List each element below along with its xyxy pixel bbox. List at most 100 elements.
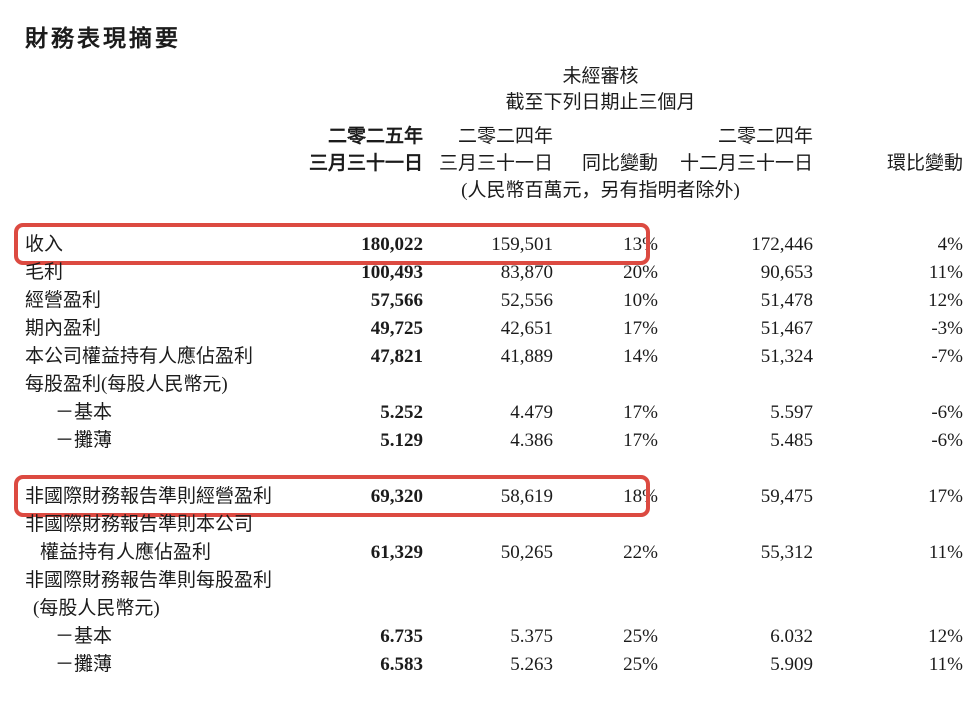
row-label: 經營盈利: [25, 290, 102, 311]
row-value-c4: 5.485: [770, 430, 813, 451]
row-value-c5: [813, 567, 963, 595]
column-header-yoy-change: 同比變動: [581, 153, 658, 174]
row-value-c4: [658, 511, 813, 539]
table-spacer-row: [25, 455, 963, 483]
row-value-c1: [295, 371, 423, 399]
row-label: 權益持有人應佔盈利: [40, 542, 212, 563]
row-value-c3: [553, 595, 658, 623]
table-superheader: 未經審核 截至下列日期止三個月: [398, 64, 803, 116]
row-value-c3: 17%: [623, 430, 658, 451]
column-header-2024-12-31: 二零二四年 十二月三十一日: [679, 126, 813, 174]
table-row: 非國際財務報告準則經營盈利 69,320 58,619 18% 59,475 17%: [14, 475, 963, 517]
table-row: (每股人民幣元): [25, 595, 963, 623]
column-header-label-spacer: [25, 123, 295, 177]
row-value-c3: 22%: [623, 542, 658, 563]
row-label: －基本: [55, 626, 113, 647]
row-value-c1: 100,493: [361, 262, 423, 283]
table-body: 收入 180,022 159,501 13% 172,446 4% 毛利 100,493 83,…: [14, 223, 963, 679]
row-value-c3: [553, 511, 658, 539]
row-label: 非國際財務報告準則本公司: [25, 514, 254, 535]
row-value-c5: 12%: [928, 290, 963, 311]
column-header-row: 二零二五年 三月三十一日 二零二四年 三月三十一日 同比變動 二零二四年 十二月…: [25, 123, 963, 177]
row-value-c3: 25%: [623, 626, 658, 647]
row-label: －基本: [55, 402, 113, 423]
row-value-c4: [658, 567, 813, 595]
row-value-c1: 6.735: [380, 626, 423, 647]
row-value-c2: 41,889: [500, 346, 553, 367]
row-value-c5: 11%: [928, 542, 963, 563]
table-row: －攤薄 6.583 5.263 25% 5.909 11%: [25, 651, 963, 679]
row-value-c1: 5.129: [380, 430, 423, 451]
row-value-c4: 90,653: [760, 262, 813, 283]
table-row: 收入 180,022 159,501 13% 172,446 4%: [14, 223, 963, 265]
row-value-c1: [295, 511, 423, 539]
row-value-c1: 5.252: [380, 402, 423, 423]
row-value-c2: [423, 371, 553, 399]
unaudited-label: 未經審核: [562, 66, 639, 87]
row-value-c2: [423, 511, 553, 539]
row-value-c5: -6%: [931, 402, 963, 423]
table-row: 本公司權益持有人應佔盈利 47,821 41,889 14% 51,324 -7%: [25, 343, 963, 371]
table-row: 權益持有人應佔盈利 61,329 50,265 22% 55,312 11%: [25, 539, 963, 567]
row-value-c5: [813, 595, 963, 623]
table-row: 期內盈利 49,725 42,651 17% 51,467 -3%: [25, 315, 963, 343]
row-label: －攤薄: [55, 430, 113, 451]
table-row: －基本 6.735 5.375 25% 6.032 12%: [25, 623, 963, 651]
row-value-c4: 51,467: [760, 318, 813, 339]
row-label: 收入: [25, 234, 64, 255]
row-value-c1: 61,329: [370, 542, 423, 563]
row-label: 本公司權益持有人應佔盈利: [25, 346, 254, 367]
row-value-c3: 20%: [623, 262, 658, 283]
row-value-c1: [295, 567, 423, 595]
period-label: 截至下列日期止三個月: [505, 92, 696, 113]
row-value-c1: 6.583: [380, 654, 423, 675]
row-value-c5: 17%: [928, 486, 963, 507]
row-value-c5: [813, 511, 963, 539]
row-value-c4: 55,312: [760, 542, 813, 563]
table-row: 每股盈利(每股人民幣元): [25, 371, 963, 399]
row-value-c3: 17%: [623, 402, 658, 423]
row-label: －攤薄: [55, 654, 113, 675]
row-value-c2: 83,870: [500, 262, 553, 283]
row-value-c1: 57,566: [370, 290, 423, 311]
row-value-c4: 6.032: [770, 626, 813, 647]
row-value-c2: 50,265: [500, 542, 553, 563]
row-label: 期內盈利: [25, 318, 102, 339]
row-value-c2: 5.263: [510, 654, 553, 675]
row-value-c3: [553, 371, 658, 399]
row-value-c1: 49,725: [370, 318, 423, 339]
row-value-c3: [553, 567, 658, 595]
row-value-c4: [658, 371, 813, 399]
row-value-c5: -7%: [931, 346, 963, 367]
row-label: 每股盈利(每股人民幣元): [25, 374, 228, 395]
row-value-c2: 42,651: [500, 318, 553, 339]
row-value-c2: 159,501: [491, 234, 553, 255]
row-value-c1: [295, 595, 423, 623]
row-value-c3: 25%: [623, 654, 658, 675]
row-value-c2: 58,619: [500, 486, 553, 507]
page-title: 財務表現摘要: [25, 25, 181, 51]
column-header-qoq-change: 環比變動: [886, 153, 963, 174]
row-value-c3: 13%: [623, 234, 658, 255]
row-value-c4: 5.909: [770, 654, 813, 675]
table-row: 毛利 100,493 83,870 20% 90,653 11%: [25, 259, 963, 287]
row-value-c2: [423, 567, 553, 595]
table-row: 非國際財務報告準則本公司: [25, 511, 963, 539]
row-label: (每股人民幣元): [33, 598, 160, 619]
table-row: －基本 5.252 4.479 17% 5.597 -6%: [25, 399, 963, 427]
row-value-c3: 10%: [623, 290, 658, 311]
row-value-c2: 52,556: [500, 290, 553, 311]
row-value-c5: -6%: [931, 430, 963, 451]
row-value-c2: 4.386: [510, 430, 553, 451]
currency-unit-note: (人民幣百萬元，另有指明者除外): [461, 180, 740, 201]
row-value-c3: 18%: [623, 486, 658, 507]
row-value-c2: [423, 595, 553, 623]
row-value-c5: -3%: [931, 318, 963, 339]
row-value-c2: 4.479: [510, 402, 553, 423]
row-value-c4: 172,446: [751, 234, 813, 255]
row-value-c4: 59,475: [760, 486, 813, 507]
row-value-c5: 11%: [928, 262, 963, 283]
row-label: 非國際財務報告準則經營盈利: [25, 486, 273, 507]
row-value-c5: 11%: [928, 654, 963, 675]
